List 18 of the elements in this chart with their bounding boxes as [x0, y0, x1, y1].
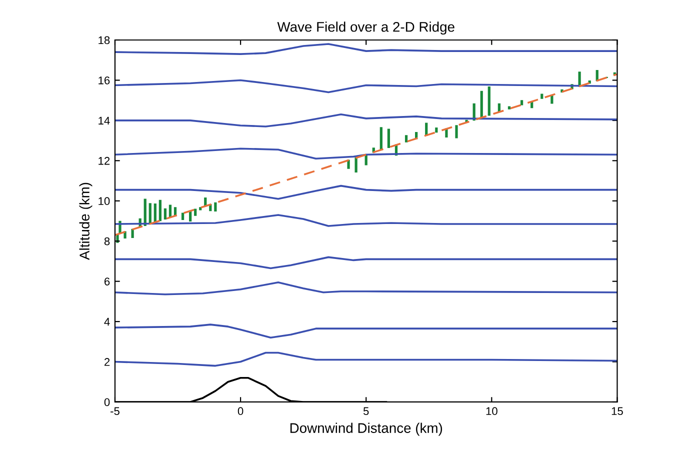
y-tick-label: 14 [98, 116, 110, 124]
y-tick-label: 16 [98, 76, 110, 84]
y-tick-label: 18 [98, 36, 110, 44]
y-tick-label: 2 [104, 358, 110, 366]
y-tick-label: 4 [104, 318, 110, 326]
x-tick-label: 15 [612, 407, 623, 416]
y-tick-label: 0 [104, 398, 110, 406]
x-axis-title: Downwind Distance (km) [290, 422, 442, 436]
y-tick-label: 6 [104, 278, 110, 286]
y-tick-label: 12 [98, 156, 110, 165]
x-tick-label: 5 [363, 407, 369, 416]
y-tick-label: 10 [98, 197, 110, 206]
x-tick-label: 10 [486, 407, 498, 416]
y-tick-label: 8 [104, 237, 110, 246]
x-tick-label: -5 [110, 407, 120, 416]
y-axis-title: Altitude (km) [79, 182, 92, 260]
x-tick-label: 0 [238, 407, 244, 416]
chart-title: Wave Field over a 2-D Ridge [277, 22, 454, 35]
